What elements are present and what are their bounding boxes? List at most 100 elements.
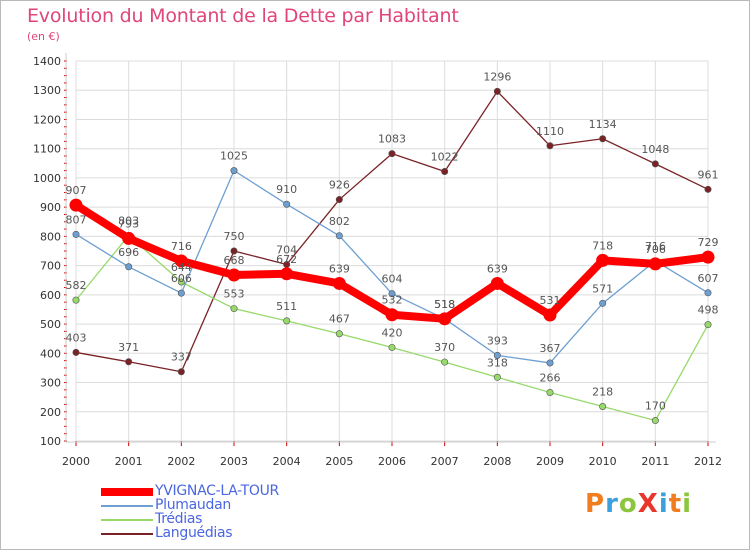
data-label: 1134 [589, 118, 617, 131]
data-label: 403 [66, 331, 87, 344]
data-label: 1110 [536, 125, 564, 138]
data-point [599, 403, 607, 411]
legend-swatch [101, 488, 153, 496]
y-tick-label: 900 [40, 201, 61, 214]
data-point [651, 160, 659, 168]
y-tick-label: 600 [40, 289, 61, 302]
data-labels-layer: 403 371 337 750 704 926 1083 1022 1296 1110 1134 10… [66, 70, 719, 412]
data-label: 337 [171, 351, 192, 364]
data-label: 926 [329, 179, 350, 192]
data-label: 802 [329, 215, 350, 228]
series-langu-dias [72, 87, 712, 376]
x-tick-label: 2007 [431, 455, 459, 468]
x-tick-label: 2008 [483, 455, 511, 468]
data-label: 704 [276, 243, 297, 256]
data-point [493, 351, 501, 359]
logo-letter: i [682, 489, 693, 519]
data-point [385, 308, 399, 322]
logo-letter: o [618, 489, 638, 519]
y-tick-label: 400 [40, 347, 61, 360]
legend-label: YVIGNAC-LA-TOUR [155, 483, 279, 499]
logo-letter: r [605, 489, 619, 519]
data-point [283, 200, 291, 208]
x-tick-label: 2011 [641, 455, 669, 468]
data-point [122, 231, 136, 245]
data-point [543, 308, 557, 322]
data-point [704, 321, 712, 329]
y-tick-label: 1400 [33, 55, 61, 68]
data-point [441, 358, 449, 366]
data-label: 672 [276, 253, 297, 266]
data-label: 1025 [220, 150, 248, 163]
data-label: 910 [276, 183, 297, 196]
data-point [174, 254, 188, 268]
data-point [438, 312, 452, 326]
data-label: 218 [592, 386, 613, 399]
data-point [230, 305, 238, 313]
data-label: 644 [171, 261, 192, 274]
legend-swatch [101, 519, 153, 521]
y-tick-label: 800 [40, 230, 61, 243]
data-label: 571 [592, 282, 613, 295]
data-label: 1296 [483, 70, 511, 83]
chart-subtitle: (en €) [27, 30, 60, 43]
data-point [704, 185, 712, 193]
y-tick-label: 300 [40, 377, 61, 390]
data-point [227, 268, 241, 282]
data-point [596, 253, 610, 267]
logo-letter: P [585, 489, 606, 519]
data-point [546, 142, 554, 150]
data-label: 729 [698, 236, 719, 249]
data-label: 1083 [378, 133, 406, 146]
data-label: 607 [698, 272, 719, 285]
logo-letter: t [668, 489, 683, 519]
x-tick-label: 2012 [694, 455, 722, 468]
data-label: 582 [66, 279, 87, 292]
y-tick-label: 1200 [33, 113, 61, 126]
x-tick-label: 2002 [167, 455, 195, 468]
y-tick-label: 700 [40, 260, 61, 273]
data-point [335, 232, 343, 240]
axes: 100 200 300 400 500 600 700 800 900 1000 1100 1200 1… [33, 53, 722, 468]
data-point [651, 417, 659, 425]
data-point [332, 276, 346, 290]
data-label: 532 [382, 294, 403, 307]
data-point [490, 276, 504, 290]
data-label: 1048 [641, 143, 669, 156]
data-label: 807 [66, 213, 87, 226]
x-tick-label: 2010 [589, 455, 617, 468]
data-label: 606 [171, 272, 192, 285]
logo-letter: i [658, 489, 669, 519]
data-point [493, 373, 501, 381]
data-label: 696 [118, 246, 139, 259]
data-point [388, 343, 396, 351]
x-tick-label: 2006 [378, 455, 406, 468]
data-label: 793 [118, 217, 139, 230]
data-point [280, 267, 294, 281]
data-point [72, 230, 80, 238]
data-point [599, 135, 607, 143]
data-point [388, 290, 396, 298]
data-point [648, 257, 662, 271]
data-label: 716 [645, 240, 666, 253]
data-label: 1022 [431, 150, 459, 163]
data-label: 393 [487, 334, 508, 347]
data-point [493, 87, 501, 95]
data-point [546, 359, 554, 367]
legend-swatch [101, 533, 153, 535]
data-label: 803 [118, 215, 139, 228]
proxiti-logo: ProXiti [585, 489, 692, 519]
series-tr-dias [72, 232, 712, 425]
x-tick-label: 2001 [115, 455, 143, 468]
y-tick-label: 100 [40, 435, 61, 448]
data-label: 639 [487, 262, 508, 275]
data-label: 518 [434, 298, 455, 311]
data-point [230, 167, 238, 175]
data-label: 467 [329, 313, 350, 326]
data-label: 498 [698, 304, 719, 317]
data-label: 706 [645, 243, 666, 256]
data-label: 371 [118, 341, 139, 354]
x-tick-label: 2000 [62, 455, 90, 468]
data-label: 907 [66, 184, 87, 197]
